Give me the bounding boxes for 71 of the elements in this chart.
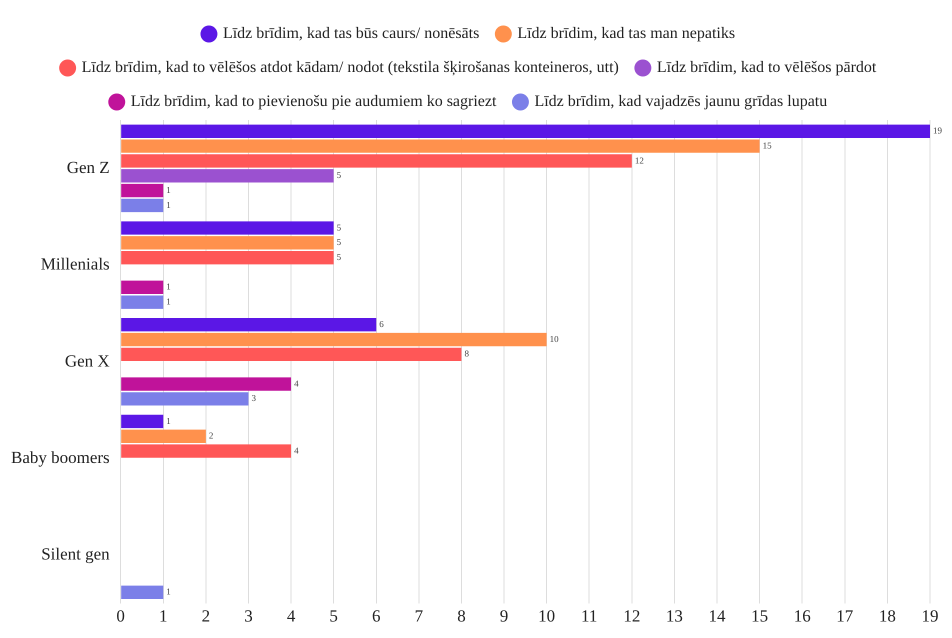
bar [121,318,376,332]
bar [121,414,164,428]
x-tick-label: 11 [581,606,598,626]
y-tick-label: Gen Z [66,158,110,177]
bar [121,250,334,264]
x-tick-label: 18 [878,606,896,626]
x-tick-label: 4 [286,606,296,626]
legend-label: Līdz brīdim, kad vajadzēs jaunu grīdas lupatu [534,93,828,110]
bar [121,154,632,168]
data-label: 1 [166,184,171,195]
legend-label: Līdz brīdim, kad to pievienošu pie audumiem ko sagriezt [130,93,497,110]
data-label: 15 [762,140,772,150]
data-label: 5 [336,237,342,248]
x-tick-label: 14 [708,606,726,626]
data-label: 4 [294,445,300,456]
bar [121,280,164,294]
x-tick-label: 1 [159,606,168,626]
data-label: 12 [634,155,644,166]
bar [121,184,164,198]
bar [121,139,760,153]
data-label: 4 [294,378,300,388]
y-tick-label: Gen X [64,351,110,370]
y-tick-label: Silent gen [41,544,110,564]
bar [121,348,462,362]
data-label: 8 [464,348,470,359]
bar [121,377,292,391]
data-label: 1 [166,416,171,426]
bar [121,332,547,346]
x-tick-label: 16 [794,606,811,626]
data-label: 10 [550,334,560,344]
data-label: 5 [336,222,342,232]
bar [121,236,334,250]
bar [121,392,248,406]
data-label: 1 [166,282,171,292]
bar [121,295,164,309]
bar [121,430,206,443]
y-tick-label: Millenials [40,254,110,274]
data-label: 2 [208,430,214,441]
data-label: 1 [166,586,171,597]
x-tick-label: 15 [751,606,768,626]
bar [121,124,930,138]
y-tick-label: Baby boomers [10,448,110,467]
x-tick-label: 7 [414,606,424,626]
data-label: 1 [166,296,171,307]
x-tick-label: 10 [538,606,556,626]
legend-label: Līdz brīdim, kad tas man nepatiks [517,25,736,42]
x-tick-label: 19 [922,606,938,626]
x-tick-label: 9 [500,606,508,626]
bar [121,586,164,599]
legend-label: Līdz brīdim, kad to vēlēšos pārdot [656,59,877,76]
bar [121,444,292,458]
x-tick-label: 17 [836,606,854,626]
bar [121,198,164,212]
x-tick-label: 3 [244,606,253,626]
legend-label: Līdz brīdim, kad tas būs caurs/ nonēsāts [222,25,480,42]
x-tick-label: 2 [202,606,210,626]
x-tick-label: 6 [372,606,381,626]
x-tick-label: 8 [457,606,466,626]
legend-label: Līdz brīdim, kad to vēlēšos atdot kādam/ nodot (tekstila šķirošanas konteineros, utt) [82,59,619,76]
data-label: 1 [166,200,171,210]
bar [121,169,334,182]
data-label: 19 [933,126,942,136]
x-tick-label: 5 [329,606,338,626]
data-label: 5 [336,252,342,262]
data-label: 5 [336,170,342,180]
data-label: 3 [251,393,256,404]
data-label: 6 [379,319,384,330]
bar [121,221,334,235]
x-tick-label: 13 [666,606,683,626]
x-tick-label: 0 [116,606,125,626]
x-tick-label: 12 [623,606,640,626]
